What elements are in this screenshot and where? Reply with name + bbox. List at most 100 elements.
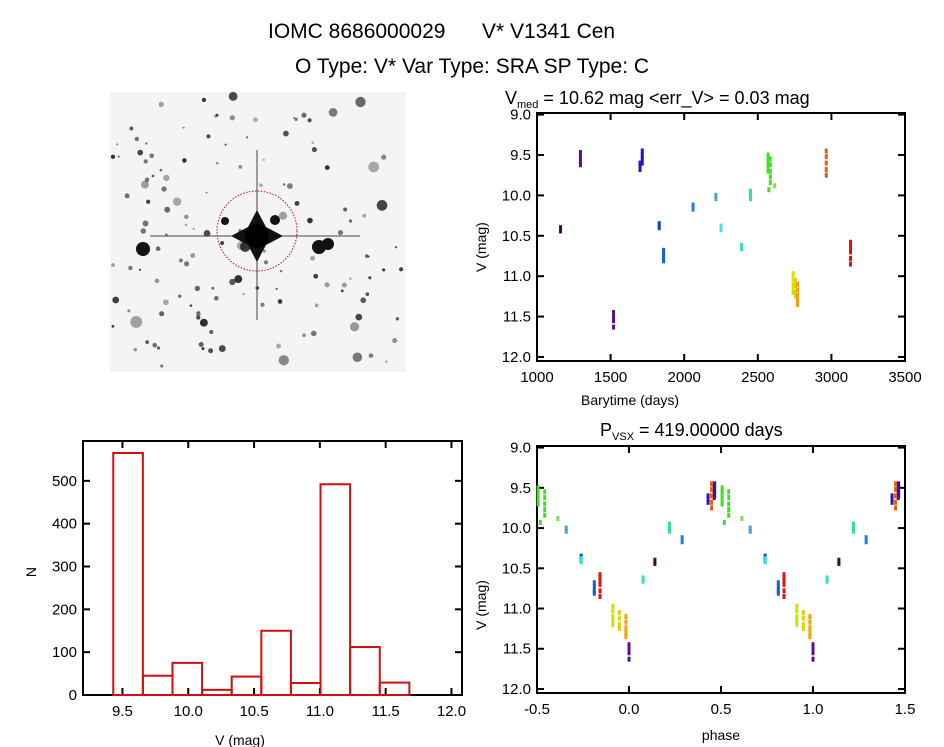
- data-point: [824, 148, 828, 154]
- x-axis-label: Barytime (days): [581, 392, 679, 408]
- data-point: [720, 497, 724, 503]
- star: [260, 302, 265, 307]
- data-point: [714, 192, 718, 198]
- data-point: [894, 499, 898, 505]
- data-point: [776, 584, 780, 590]
- data-point: [641, 575, 645, 581]
- data-point: [578, 158, 582, 164]
- data-point: [592, 580, 596, 586]
- star: [355, 313, 363, 321]
- data-point: [612, 310, 616, 316]
- data-point: [720, 501, 724, 507]
- data-point: [627, 642, 631, 648]
- data-point: [667, 525, 671, 531]
- data-point: [627, 656, 631, 662]
- star: [382, 268, 386, 272]
- star: [394, 246, 398, 249]
- star: [156, 346, 161, 350]
- star: [395, 317, 400, 321]
- histogram-bar: [230, 675, 263, 696]
- star: [144, 177, 150, 182]
- data-point: [766, 156, 770, 162]
- data-point: [801, 615, 805, 621]
- star: [294, 200, 300, 206]
- star: [206, 134, 211, 139]
- data-point: [793, 289, 797, 295]
- data-point: [727, 494, 731, 500]
- histogram-plot: V (mag) N 9.5 10.0 10.5 11.0 11.5 12.0 0 100 200…: [23, 440, 466, 747]
- histogram-bar: [141, 674, 174, 696]
- data-point: [776, 590, 780, 596]
- data-point: [766, 160, 770, 166]
- data-point: [720, 489, 724, 495]
- phased-curve-plot: PVSX = 419.00000 days phase V (mag) -0.5…: [473, 420, 915, 743]
- data-point: [740, 515, 744, 521]
- data-point: [849, 239, 853, 245]
- star: [224, 143, 227, 146]
- star: [275, 343, 281, 349]
- star: [328, 108, 338, 117]
- data-point: [611, 608, 615, 614]
- star: [360, 297, 367, 304]
- data-point: [720, 485, 724, 491]
- star: [165, 233, 168, 237]
- data-point: [890, 499, 894, 505]
- star: [178, 258, 183, 263]
- star: [138, 268, 141, 271]
- data-point: [611, 618, 615, 624]
- data-point: [825, 575, 829, 581]
- star: [172, 197, 182, 206]
- data-point: [795, 618, 799, 624]
- x-tick-label: 1000: [520, 369, 553, 386]
- data-point: [727, 512, 731, 518]
- data-point: [592, 590, 596, 596]
- y-tick-label: 10.0: [502, 187, 531, 204]
- star: [182, 158, 187, 163]
- data-point: [706, 499, 710, 505]
- x-tick-label: 12.0: [437, 703, 466, 720]
- star: [145, 340, 149, 344]
- data-point: [727, 501, 731, 507]
- data-point: [640, 156, 644, 162]
- data-point: [710, 499, 714, 505]
- data-point: [640, 160, 644, 166]
- data-point: [897, 489, 901, 495]
- star: [184, 223, 188, 227]
- data-point: [793, 277, 797, 283]
- data-point: [543, 512, 547, 518]
- star: [368, 353, 374, 358]
- star: [137, 149, 144, 156]
- data-point: [795, 608, 799, 614]
- data-point: [662, 258, 666, 264]
- data-point: [811, 646, 815, 652]
- y-tick-label: 9.5: [510, 480, 531, 497]
- data-point: [897, 485, 901, 491]
- star: [110, 154, 116, 159]
- data-point: [849, 244, 853, 250]
- star: [324, 282, 330, 288]
- data-point: [849, 261, 853, 267]
- data-point: [657, 221, 661, 227]
- star: [392, 338, 398, 344]
- star: [163, 299, 169, 306]
- star: [341, 282, 347, 288]
- title-object-id: IOMC 8686000029: [268, 20, 445, 43]
- target-star-core: [245, 224, 269, 248]
- star: [116, 143, 119, 146]
- data-point: [767, 187, 771, 193]
- data-point: [680, 539, 684, 545]
- x-axis-label: phase: [702, 727, 740, 743]
- star: [263, 260, 268, 265]
- data-point: [611, 622, 615, 628]
- data-point: [564, 525, 568, 531]
- histogram-bar: [112, 451, 144, 696]
- data-point: [617, 626, 621, 632]
- phased-curve-title: PVSX = 419.00000 days: [600, 420, 783, 443]
- star: [229, 278, 236, 286]
- data-point: [624, 614, 628, 620]
- data-point: [719, 223, 723, 229]
- star: [117, 155, 120, 158]
- light-curve-plot: Vmed = 10.62 mag <err_V> = 0.03 mag Bary…: [473, 88, 922, 408]
- data-point: [564, 528, 568, 534]
